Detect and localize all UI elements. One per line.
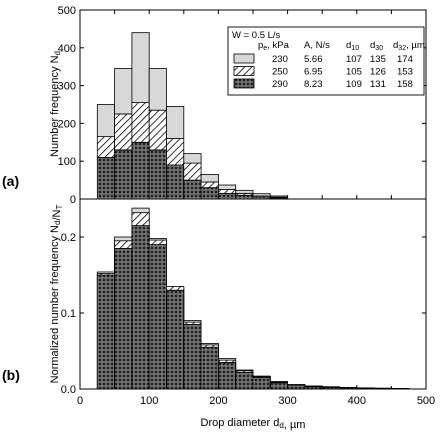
legend-cell-0-2: 107 [346, 54, 362, 65]
bar-b-290-16 [373, 387, 392, 390]
b-xtick-label-4: 400 [348, 395, 366, 407]
bar-b-290-14 [339, 387, 358, 390]
bar-a-250-7 [217, 189, 237, 194]
panel-b-bars [96, 207, 410, 390]
bar-a-290-6 [200, 187, 219, 200]
bar-a-230-7 [217, 184, 237, 190]
b-ytick-label-0: 0.0 [61, 384, 76, 396]
bar-a-290-0 [96, 157, 116, 200]
legend-swatch-230 [233, 53, 255, 64]
bar-a-290-1 [114, 149, 133, 200]
b-xtick-label-0: 0 [77, 395, 83, 407]
panel-b-xlabel: Drop diameter dd, µm [201, 417, 306, 431]
legend-cell-0-1: 5.66 [304, 54, 323, 65]
legend-header-d32: d32, µm [393, 40, 425, 52]
panel-b-yticks: 0.0 0.1 0.2 [61, 232, 426, 396]
bar-a-250-1 [114, 113, 133, 151]
bar-b-290-4 [166, 289, 185, 390]
legend-cell-1-3: 126 [370, 67, 386, 78]
bar-b-290-2 [131, 225, 150, 390]
panel-b-xticks: 0 100 200 300 400 500 [77, 385, 435, 407]
legend-cell-1-0: 250 [272, 67, 288, 78]
a-ytick-label-0: 0 [70, 194, 76, 206]
legend-cell-2-1: 8.23 [304, 79, 323, 90]
bar-a-290-4 [166, 164, 185, 200]
bar-b-290-3 [148, 244, 167, 390]
bar-b-290-7 [217, 361, 237, 390]
legend-cell-1-4: 153 [397, 67, 413, 78]
bar-a-290-8 [235, 194, 254, 200]
panel-a-label: (a) [2, 173, 19, 189]
legend-swatch-250 [233, 66, 255, 76]
a-ytick-label-3: 300 [58, 81, 76, 93]
bar-a-230-2 [131, 32, 150, 104]
legend-header-pe: pe, kPa [258, 40, 290, 52]
bar-a-290-3 [148, 149, 167, 200]
legend-cell-2-3: 131 [370, 79, 386, 90]
bar-a-250-5 [183, 162, 202, 181]
bar-b-290-15 [356, 387, 375, 390]
a-ytick-label-1: 100 [58, 156, 76, 168]
bar-a-230-8 [235, 189, 254, 194]
bar-b-290-11 [287, 384, 306, 390]
bar-a-230-10 [269, 195, 288, 198]
bar-b-290-0 [96, 274, 116, 390]
bar-a-250-2 [131, 102, 150, 143]
legend: W = 0.5 L/s pe, kPa A, N/s d10 d30 d32, … [227, 26, 425, 96]
bar-b-290-10 [269, 382, 288, 390]
bar-b-290-9 [252, 377, 271, 390]
legend-cell-2-2: 109 [346, 79, 362, 90]
a-ytick-label-4: 400 [58, 43, 76, 55]
legend-cell-0-0: 230 [272, 54, 288, 65]
b-xtick-label-5: 500 [417, 395, 435, 407]
panel-a-bars [96, 32, 288, 200]
bar-b-290-6 [200, 346, 219, 390]
b-xtick-label-1: 100 [140, 395, 158, 407]
panel-a-ylabel: Number frequency Nd [49, 51, 62, 157]
bar-a-230-0 [96, 104, 116, 138]
bar-a-290-7 [217, 192, 237, 200]
b-xtick-label-3: 300 [278, 395, 296, 407]
bar-a-290-2 [131, 141, 150, 200]
bar-b-290-5 [183, 323, 202, 390]
legend-cell-1-2: 105 [346, 67, 362, 78]
legend-cell-0-3: 135 [370, 54, 386, 65]
panel-b-label: (b) [2, 367, 20, 383]
panel-a: 0 100 200 300 400 500 Number frequency Nd (a)… [2, 5, 427, 206]
bar-b-290-1 [114, 247, 133, 390]
panel-a-yticks: 0 100 200 300 400 500 [58, 5, 426, 206]
panel-b: 0.0 0.1 0.2 0 100 200 300 400 500 Normalized nu… [2, 198, 435, 431]
bar-b-290-13 [321, 387, 340, 390]
b-ytick-label-1: 0.1 [61, 308, 76, 320]
legend-header-A: A, N/s [304, 40, 330, 51]
b-xtick-label-2: 200 [209, 395, 227, 407]
legend-cell-2-4: 158 [397, 79, 413, 90]
a-ytick-label-5: 500 [58, 5, 76, 17]
b-ytick-label-2: 0.2 [61, 232, 76, 244]
bar-b-290-12 [304, 386, 323, 390]
bar-a-230-4 [166, 105, 185, 139]
bar-a-250-4 [166, 138, 185, 166]
legend-swatch-290 [233, 78, 255, 89]
legend-rows: 230 5.66 107 135 174 250 6.95 105 126 153 290 8.23 1… [233, 53, 413, 90]
legend-cell-1-1: 6.95 [304, 67, 323, 78]
legend-cell-2-0: 290 [272, 79, 288, 90]
bar-a-230-3 [148, 68, 167, 111]
bar-a-290-5 [183, 179, 202, 200]
bar-a-250-3 [148, 109, 167, 151]
bar-a-230-1 [114, 68, 133, 115]
bar-a-230-6 [200, 174, 219, 183]
bar-a-250-6 [200, 181, 219, 189]
legend-cell-0-4: 174 [397, 54, 413, 65]
a-ytick-label-2: 200 [58, 118, 76, 130]
panel-b-ylabel: Normalized number frequency Nd/NT [49, 205, 64, 384]
legend-box [227, 26, 425, 96]
bar-a-250-0 [96, 136, 116, 158]
legend-title: W = 0.5 L/s [232, 30, 281, 41]
bar-a-230-5 [183, 153, 202, 164]
bar-a-230-9 [252, 193, 271, 197]
bar-b-290-8 [235, 371, 254, 390]
